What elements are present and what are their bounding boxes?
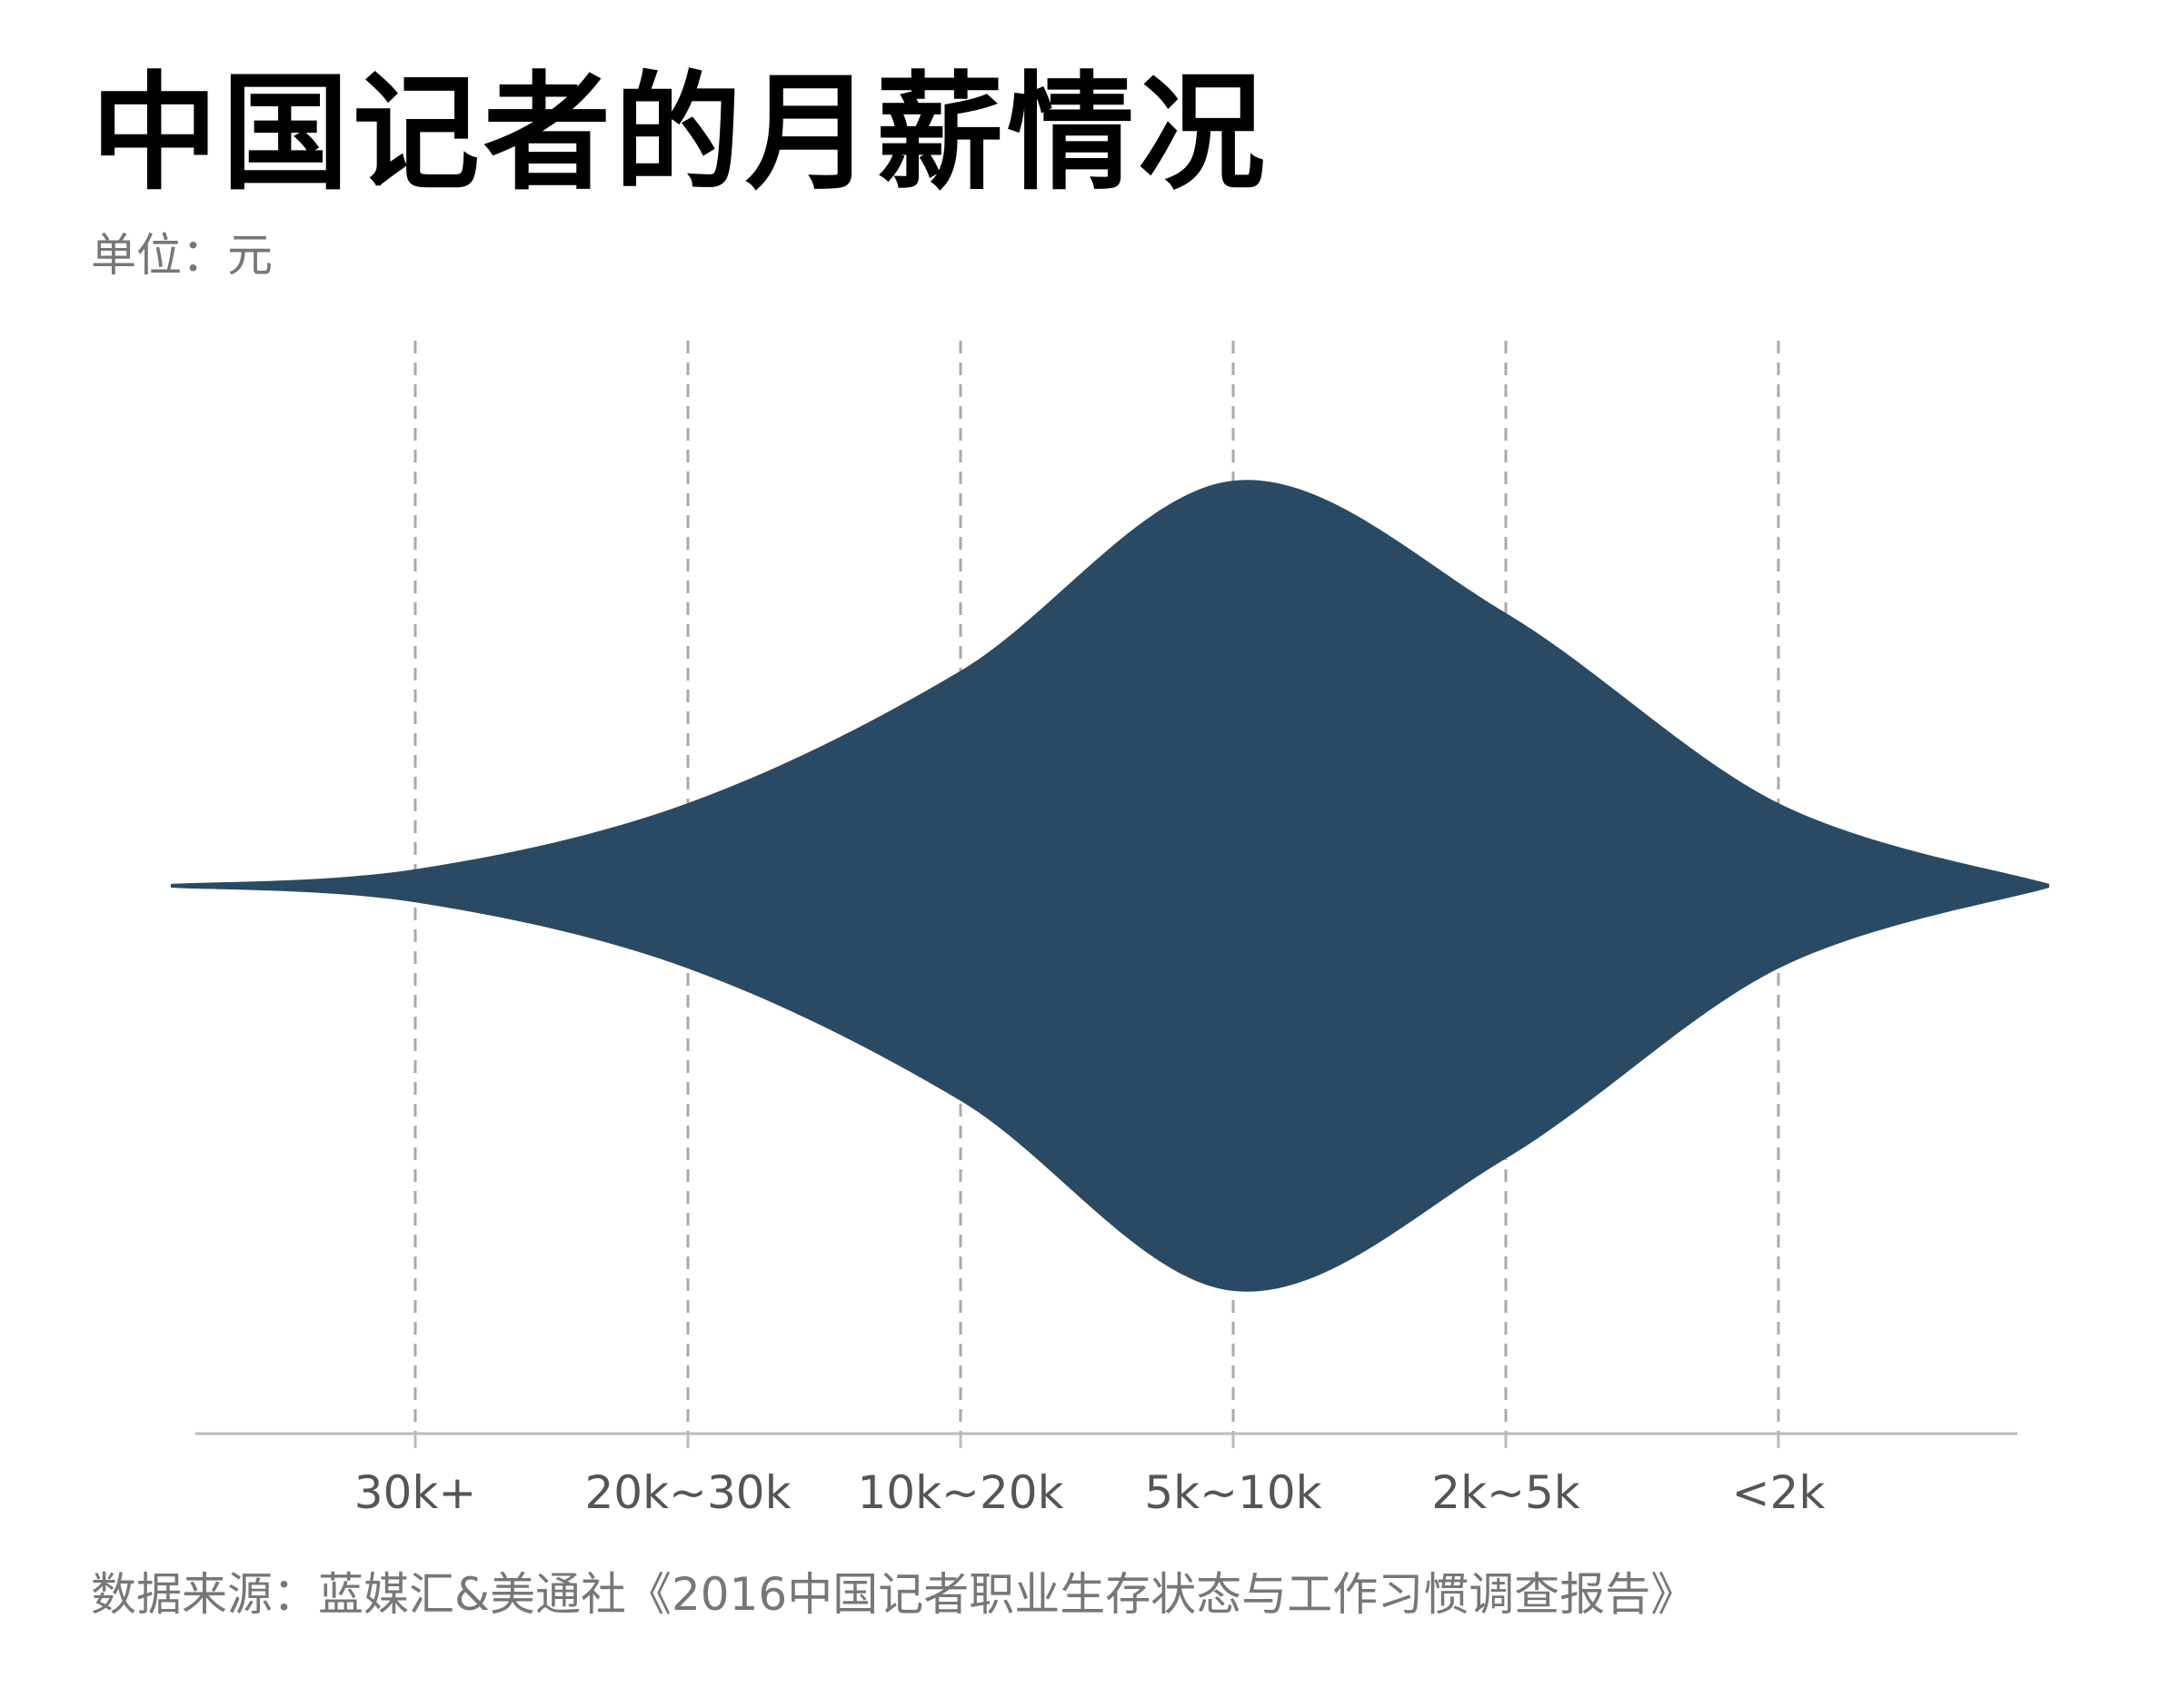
- chart-subtitle: 单位：元: [91, 229, 273, 282]
- tick-label-5: <2k: [1732, 1466, 1826, 1519]
- tick-label-1: 20k~30k: [584, 1466, 791, 1519]
- distribution-area: [171, 480, 2049, 1292]
- tick-label-3: 5k~10k: [1144, 1466, 1321, 1519]
- tick-label-0: 30k+: [354, 1466, 476, 1519]
- tick-label-2: 10k~20k: [857, 1466, 1063, 1519]
- data-source: 数据来源：蓝媒汇&美通社《2016中国记者职业生存状态与工作习惯调查报告》: [91, 1568, 1697, 1621]
- chart-title: 中国记者的月薪情况: [91, 60, 1270, 208]
- tick-label-4: 2k~5k: [1431, 1466, 1579, 1519]
- x-axis-ticks: 30k+ 20k~30k 10k~20k 5k~10k 2k~5k <2k: [354, 1434, 1826, 1519]
